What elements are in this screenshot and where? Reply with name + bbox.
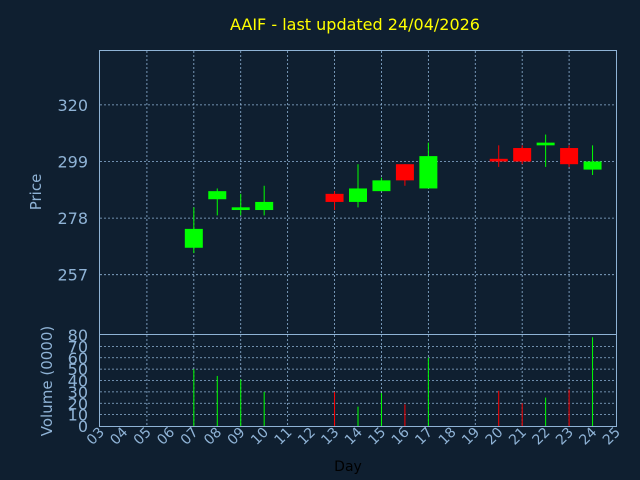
volume-tick-label: 70 [68,337,88,356]
price-tick-label: 320 [57,96,88,115]
candles [184,134,602,254]
x-tick-label: 22 [530,425,554,449]
x-tick-label: 13 [318,425,342,449]
candle-body [349,188,367,202]
x-tick-label: 14 [342,424,366,448]
volume-panel-frame [99,334,617,427]
candle-body [184,228,203,248]
x-tick-label: 11 [272,425,296,449]
volume-axis-label: Volume (0000) [38,326,56,436]
volume-tick-label: 0 [78,417,88,436]
x-tick-label: 24 [576,424,600,448]
x-axis-label: Day [334,459,362,475]
candle-body [325,193,344,202]
candle-body [489,158,508,162]
x-tick-label: 07 [178,425,202,449]
volume-tick-label: 40 [68,372,88,391]
volume-tick-label: 30 [68,383,88,402]
candle-body [231,207,250,211]
x-tick-label: 15 [365,425,389,449]
candle-body [536,142,555,146]
volume-tick-label: 10 [68,406,88,425]
x-tick-label: 10 [248,425,272,449]
x-tick-label: 19 [459,425,483,449]
candle-body [372,180,391,192]
x-tick-label: 16 [389,424,413,448]
x-tick-label: 05 [131,425,155,449]
x-tick-label: 12 [295,425,319,449]
x-tick-labels: 03 04 05 06 07 08 09 10 11 12 13 14 15 16 17 18 19 20 21 22… [84,424,624,448]
volume-bars [193,337,594,426]
x-tick-label: 20 [483,425,507,449]
candle-body [419,156,438,189]
x-tick-label: 25 [600,425,624,449]
x-tick-label: 09 [225,425,249,449]
x-tick-label: 23 [553,425,577,449]
volume-tick-label: 60 [68,349,88,368]
x-tick-label: 06 [154,424,178,448]
price-tick-label: 299 [57,153,88,172]
candle-body [560,148,579,165]
candle-body [513,148,532,162]
x-tick-label: 17 [412,425,436,449]
volume-tick-label: 80 [68,326,88,345]
x-tick-label: 08 [201,425,225,449]
x-tick-label: 18 [436,425,460,449]
candle-body [395,164,414,181]
x-tick-label: 21 [506,425,530,449]
price-axis-label: Price [27,174,45,211]
chart-title: AAIF - last updated 24/04/2026 [230,15,480,34]
price-tick-label: 257 [57,266,88,285]
price-tick-label: 278 [57,209,88,228]
candle-body [255,201,274,211]
candle-body [583,161,602,170]
volume-tick-label: 50 [68,360,88,379]
volume-tick-label: 20 [68,394,88,413]
candle-body [208,191,227,200]
price-tick-labels: 257 278 299 320 [57,96,88,285]
x-tick-label: 04 [107,424,131,448]
